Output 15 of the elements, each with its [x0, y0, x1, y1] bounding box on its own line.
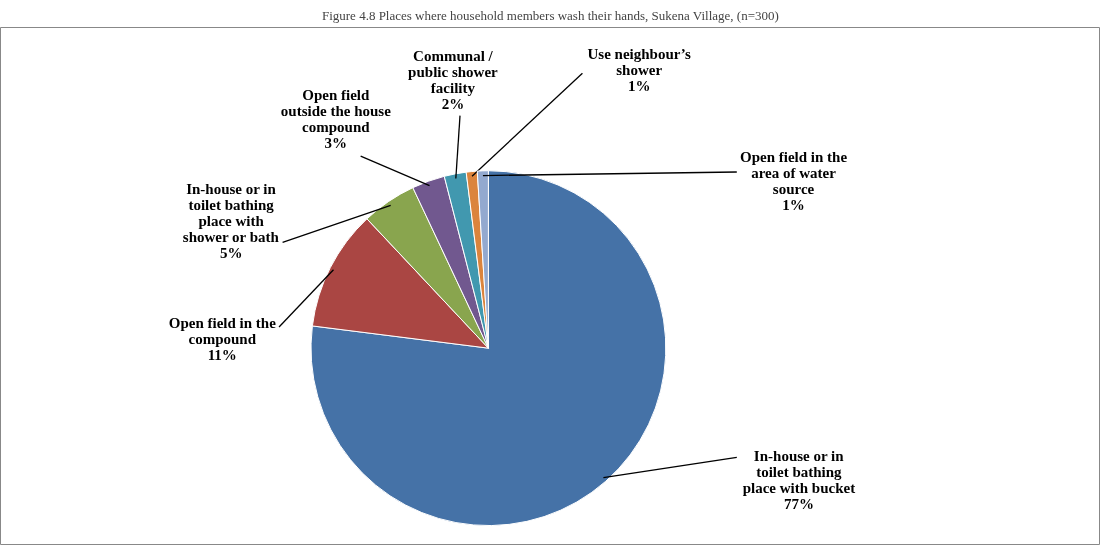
- slice-label: Communal / public shower facility: [408, 48, 499, 97]
- slice-label: Use neighbour’s shower: [587, 45, 692, 78]
- data-label: 5%: [219, 245, 243, 262]
- data-label: 2%: [441, 96, 465, 113]
- data-label: 1%: [782, 196, 805, 213]
- data-label: 3%: [324, 135, 348, 152]
- slice-label: In-house or in toilet bathing place with bucket: [742, 448, 856, 497]
- slice-label: Open field in the compound: [168, 315, 277, 348]
- data-label: 77%: [783, 496, 814, 513]
- data-label: 11%: [207, 347, 237, 364]
- slice-label: In-house or in toilet bathing place with shower or bath: [182, 181, 280, 246]
- chart-title: Figure 4.8 Places where household members wash their hands, Sukena Village, (n=300): [321, 7, 779, 23]
- slice-label: Open field outside the house compound: [280, 87, 392, 136]
- slice-label: Open field in the area of water source: [740, 148, 848, 197]
- data-label: 1%: [627, 77, 651, 94]
